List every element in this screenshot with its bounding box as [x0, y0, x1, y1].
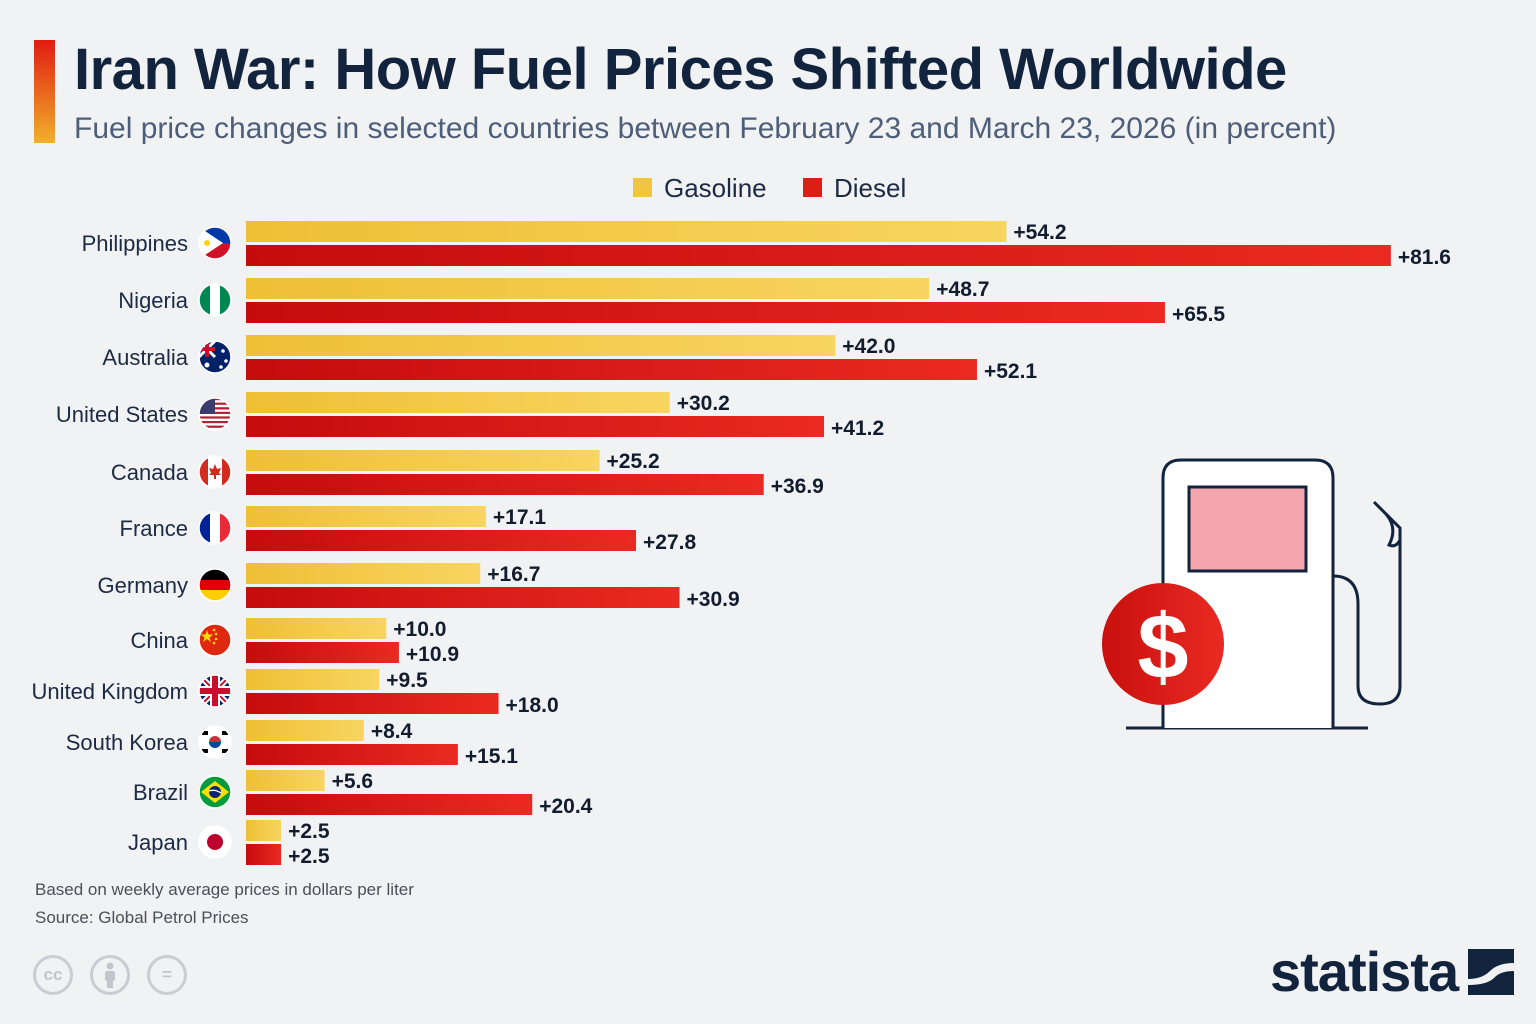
value-label-diesel-nigeria: +65.5	[1172, 303, 1225, 326]
bar-gasoline-australia	[246, 335, 836, 356]
country-label-united-states: United States	[56, 402, 188, 427]
country-label-canada: Canada	[111, 460, 189, 485]
china-flag-icon	[198, 623, 232, 657]
bar-diesel-germany	[246, 587, 680, 608]
value-label-gasoline-united-states: +30.2	[677, 392, 730, 415]
bar-gasoline-south-korea	[246, 720, 364, 741]
statista-logo[interactable]: statista	[1270, 940, 1515, 1003]
australia-flag-icon	[198, 340, 232, 374]
south-korea-flag-icon	[198, 725, 232, 759]
country-label-brazil: Brazil	[133, 780, 188, 805]
chart-subtitle: Fuel price changes in selected countries…	[74, 112, 1337, 145]
bar-diesel-australia	[246, 359, 977, 380]
bar-diesel-china	[246, 642, 399, 663]
country-label-nigeria: Nigeria	[118, 288, 188, 313]
bar-gasoline-united-states	[246, 392, 670, 413]
source-note: Source: Global Petrol Prices	[35, 908, 249, 927]
country-label-france: France	[120, 516, 188, 541]
value-label-diesel-united-states: +41.2	[831, 417, 884, 440]
bar-gasoline-germany	[246, 563, 481, 584]
value-label-gasoline-brazil: +5.6	[332, 770, 373, 793]
title-accent-bar	[34, 40, 55, 143]
bar-diesel-japan	[246, 844, 282, 865]
bar-gasoline-brazil	[246, 770, 325, 791]
value-label-gasoline-china: +10.0	[393, 618, 446, 641]
bar-diesel-brazil	[246, 794, 533, 815]
value-label-diesel-brazil: +20.4	[539, 795, 592, 818]
value-label-diesel-south-korea: +15.1	[465, 745, 518, 768]
brand-name: statista	[1270, 940, 1459, 1003]
legend-swatch-diesel	[803, 178, 822, 197]
bar-diesel-nigeria	[246, 302, 1165, 323]
bar-diesel-united-states	[246, 416, 825, 437]
bar-chart: Gasoline Diesel Philippines +54.2 +81.6 Nig…	[31, 173, 1451, 868]
bar-gasoline-united-kingdom	[246, 669, 380, 690]
statista-mark-icon	[1468, 949, 1515, 995]
japan-flag-icon	[198, 825, 232, 859]
value-label-diesel-china: +10.9	[406, 643, 459, 666]
creative-commons-icon[interactable]: cc	[33, 955, 73, 995]
country-label-china: China	[131, 628, 189, 653]
value-label-gasoline-france: +17.1	[493, 506, 546, 529]
svg-text:$: $	[1137, 596, 1188, 698]
legend-swatch-gasoline	[633, 178, 652, 197]
bar-gasoline-japan	[246, 820, 282, 841]
bar-diesel-france	[246, 530, 637, 551]
country-label-japan: Japan	[128, 830, 188, 855]
value-label-diesel-france: +27.8	[643, 531, 696, 554]
brazil-flag-icon	[198, 775, 232, 809]
value-label-gasoline-germany: +16.7	[487, 563, 540, 586]
value-label-diesel-canada: +36.9	[771, 475, 824, 498]
value-label-diesel-philippines: +81.6	[1398, 246, 1451, 269]
value-label-gasoline-south-korea: +8.4	[371, 720, 413, 743]
value-label-diesel-united-kingdom: +18.0	[506, 694, 559, 717]
footnote: Based on weekly average prices in dollar…	[35, 880, 414, 899]
germany-flag-icon	[198, 568, 232, 602]
value-label-diesel-japan: +2.5	[288, 845, 330, 868]
france-flag-icon	[198, 511, 232, 545]
value-label-gasoline-canada: +25.2	[607, 450, 660, 473]
chart-rows: Philippines +54.2 +81.6 Nigeria +48.7 +65.5 Au…	[31, 221, 1451, 868]
bar-gasoline-nigeria	[246, 278, 930, 299]
bar-gasoline-philippines	[246, 221, 1007, 242]
legend-label-diesel: Diesel	[834, 173, 906, 203]
value-label-gasoline-japan: +2.5	[288, 820, 330, 843]
legend-label-gasoline: Gasoline	[664, 173, 767, 203]
bar-diesel-south-korea	[246, 744, 458, 765]
bar-gasoline-canada	[246, 450, 600, 471]
country-label-germany: Germany	[98, 573, 188, 598]
value-label-diesel-australia: +52.1	[984, 360, 1037, 383]
country-label-australia: Australia	[102, 345, 188, 370]
legend: Gasoline Diesel	[633, 173, 906, 203]
canada-flag-icon	[198, 455, 232, 489]
bar-gasoline-china	[246, 618, 387, 639]
value-label-gasoline-united-kingdom: +9.5	[386, 669, 428, 692]
value-label-gasoline-philippines: +54.2	[1013, 221, 1066, 244]
bar-diesel-canada	[246, 474, 764, 495]
value-label-gasoline-australia: +42.0	[842, 335, 895, 358]
bar-gasoline-france	[246, 506, 486, 527]
value-label-gasoline-nigeria: +48.7	[936, 278, 989, 301]
fuel-pump-dollar-icon: $	[1102, 458, 1402, 730]
nigeria-flag-icon	[198, 283, 232, 317]
value-label-diesel-germany: +30.9	[687, 588, 740, 611]
attribution-icon[interactable]	[90, 955, 130, 995]
bar-diesel-united-kingdom	[246, 693, 499, 714]
chart-title: Iran War: How Fuel Prices Shifted Worldw…	[74, 37, 1287, 102]
philippines-flag-icon	[198, 226, 232, 260]
no-derivatives-icon[interactable]: =	[147, 955, 187, 995]
country-label-philippines: Philippines	[82, 231, 188, 256]
united-states-flag-icon	[198, 397, 232, 431]
united-kingdom-flag-icon	[198, 674, 232, 708]
bar-diesel-philippines	[246, 245, 1391, 266]
country-label-south-korea: South Korea	[66, 730, 189, 755]
country-label-united-kingdom: United Kingdom	[31, 679, 188, 704]
